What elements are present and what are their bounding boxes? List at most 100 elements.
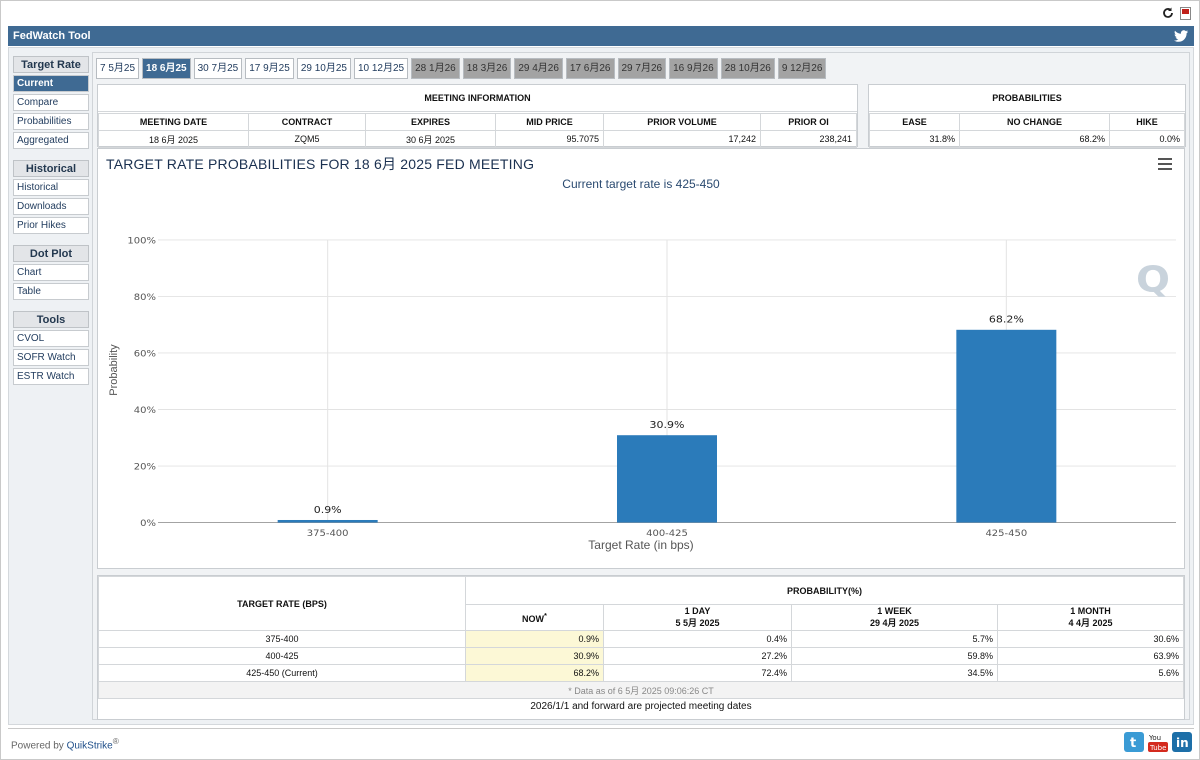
bar-value-label: 68.2%: [989, 314, 1024, 325]
probabilities-panel: PROBABILITIES EASE NO CHANGE HIKE 31.8% …: [868, 84, 1186, 148]
social-links: t You Tube in: [1124, 732, 1192, 755]
sidebar-item-historical[interactable]: Historical: [13, 179, 89, 196]
col-now: NOW*: [465, 604, 604, 631]
col-1-week-date: 29 4月 2025: [869, 618, 920, 628]
col-1-month-date: 4 4月 2025: [1068, 618, 1113, 628]
week-cell: 5.7%: [791, 630, 998, 648]
sidebar: Target Rate Current Compare Probabilitie…: [13, 56, 89, 387]
col-prior-oi: PRIOR OI: [760, 113, 857, 131]
col-meeting-date: MEETING DATE: [98, 113, 249, 131]
tab-meeting[interactable]: 29 4月26: [514, 58, 563, 79]
footer: Powered by QuikStrike® t You Tube in: [8, 728, 1194, 758]
meeting-info-panel: MEETING INFORMATION MEETING DATE CONTRAC…: [97, 84, 858, 148]
sidebar-item-estr-watch[interactable]: ESTR Watch: [13, 368, 89, 385]
bar-value-label: 0.9%: [314, 504, 342, 515]
y-tick-label: 0%: [140, 519, 156, 529]
pdf-icon[interactable]: [1180, 7, 1191, 23]
col-1-month: 1 MONTH 4 4月 2025: [997, 604, 1184, 631]
quikstrike-watermark-logo: Q: [1136, 259, 1170, 300]
now-cell: 0.9%: [465, 630, 604, 648]
tab-meeting[interactable]: 10 12月25: [353, 58, 409, 79]
sidebar-item-probabilities[interactable]: Probabilities: [13, 113, 89, 130]
prior-oi-value: 238,241: [760, 130, 857, 148]
tab-meeting[interactable]: 16 9月26: [669, 58, 718, 79]
y-tick-label: 60%: [134, 349, 156, 359]
tab-meeting[interactable]: 29 7月26: [617, 58, 667, 79]
twitter-icon[interactable]: [1174, 29, 1188, 49]
col-contract: CONTRACT: [248, 113, 366, 131]
twitter-icon[interactable]: t: [1124, 732, 1144, 755]
data-timestamp-note: * Data as of 6 5月 2025 09:06:26 CT: [98, 681, 1184, 699]
refresh-icon[interactable]: [1162, 7, 1174, 23]
tab-meeting-selected[interactable]: 18 6月25: [142, 58, 191, 79]
x-axis-title: Target Rate (in bps): [588, 538, 694, 552]
tab-meeting[interactable]: 29 10月25: [296, 58, 351, 79]
tab-meeting[interactable]: 18 3月26: [462, 58, 512, 79]
col-ease: EASE: [869, 113, 960, 131]
content-area: 7 5月25 18 6月25 30 7月25 17 9月25 29 10月25 …: [92, 52, 1190, 720]
quikstrike-link[interactable]: QuikStrike: [66, 740, 113, 752]
tab-meeting[interactable]: 17 9月25: [245, 58, 294, 79]
y-axis-title: Probability: [108, 344, 120, 396]
now-footnote-mark: *: [544, 611, 547, 620]
powered-by: Powered by QuikStrike®: [11, 736, 119, 751]
tab-meeting[interactable]: 30 7月25: [193, 58, 243, 79]
sidebar-item-downloads[interactable]: Downloads: [13, 198, 89, 215]
sidebar-item-table[interactable]: Table: [13, 283, 89, 300]
youtube-icon[interactable]: You Tube: [1148, 732, 1168, 755]
chart-subtitle: Current target rate is 425-450: [562, 177, 720, 191]
col-expires: EXPIRES: [365, 113, 496, 131]
month-cell: 5.6%: [997, 664, 1184, 682]
probabilities-title: PROBABILITIES: [869, 85, 1185, 112]
svg-text:Tube: Tube: [1149, 744, 1166, 752]
bar-chart: 0% 20% 40% 60% 80% 100% 0.9% 375-400 30.9% 400-42…: [127, 236, 1176, 539]
sidebar-header-target-rate: Target Rate: [13, 56, 89, 73]
tab-meeting[interactable]: 9 12月26: [777, 58, 827, 79]
sidebar-item-aggregated[interactable]: Aggregated: [13, 132, 89, 149]
tab-meeting[interactable]: 28 10月26: [720, 58, 775, 79]
col-target-rate: TARGET RATE (BPS): [98, 576, 466, 631]
sidebar-header-historical: Historical: [13, 160, 89, 177]
top-bar: [1, 1, 1199, 25]
day-cell: 72.4%: [603, 664, 792, 682]
bar-value-label: 30.9%: [650, 420, 685, 431]
sidebar-item-sofr-watch[interactable]: SOFR Watch: [13, 349, 89, 366]
tab-meeting[interactable]: 28 1月26: [411, 58, 460, 79]
sidebar-item-chart[interactable]: Chart: [13, 264, 89, 281]
svg-text:You: You: [1148, 734, 1161, 742]
rate-cell: 375-400: [98, 630, 466, 648]
table-row: 375-400 0.9% 0.4% 5.7% 30.6%: [98, 630, 1184, 648]
bar: [617, 435, 717, 523]
tab-meeting[interactable]: 17 6月26: [565, 58, 615, 79]
expires-value: 30 6月 2025: [365, 130, 496, 148]
svg-text:in: in: [1176, 736, 1189, 750]
powered-by-label: Powered by: [11, 740, 64, 752]
col-1-day-date: 5 5月 2025: [675, 618, 720, 628]
meeting-info-table: MEETING DATE CONTRACT EXPIRES MID PRICE …: [98, 113, 857, 148]
col-1-day-label: 1 DAY: [684, 606, 711, 616]
sidebar-item-cvol[interactable]: CVOL: [13, 330, 89, 347]
col-no-change: NO CHANGE: [959, 113, 1110, 131]
col-probability: PROBABILITY(%): [465, 576, 1184, 605]
col-1-week-label: 1 WEEK: [877, 606, 912, 616]
col-1-month-label: 1 MONTH: [1070, 606, 1111, 616]
probabilities-table: EASE NO CHANGE HIKE 31.8% 68.2% 0.0%: [869, 113, 1185, 148]
sidebar-item-prior-hikes[interactable]: Prior Hikes: [13, 217, 89, 234]
meeting-tabs: 7 5月25 18 6月25 30 7月25 17 9月25 29 10月25 …: [96, 58, 827, 79]
tab-meeting[interactable]: 7 5月25: [96, 58, 140, 79]
meeting-info-title: MEETING INFORMATION: [98, 85, 857, 112]
chart-panel: TARGET RATE PROBABILITIES FOR 18 6月 2025…: [97, 148, 1185, 569]
rate-cell: 400-425: [98, 647, 466, 665]
sidebar-header-dot-plot: Dot Plot: [13, 245, 89, 262]
sidebar-item-compare[interactable]: Compare: [13, 94, 89, 111]
sidebar-item-current[interactable]: Current: [13, 75, 89, 92]
col-now-label: NOW: [522, 614, 545, 624]
table-row: 400-425 30.9% 27.2% 59.8% 63.9%: [98, 647, 1184, 665]
rate-cell: 425-450 (Current): [98, 664, 466, 682]
linkedin-icon[interactable]: in: [1172, 732, 1192, 755]
app-title: FedWatch Tool: [13, 30, 91, 42]
svg-text:t: t: [1130, 736, 1136, 751]
hike-value: 0.0%: [1109, 130, 1185, 148]
chart-menu-icon[interactable]: [1158, 158, 1172, 173]
bar: [277, 519, 378, 523]
